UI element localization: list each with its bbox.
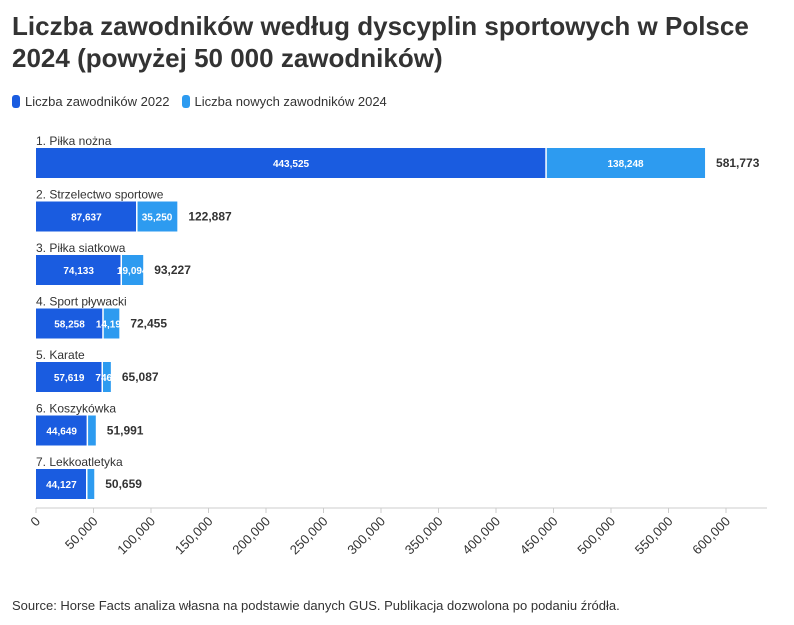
data-label: 57,619 xyxy=(54,373,85,384)
data-label: 44,649 xyxy=(46,427,77,438)
total-label: 72,455 xyxy=(130,317,167,331)
data-label: 87,637 xyxy=(71,213,102,224)
data-label: 443,525 xyxy=(273,159,310,170)
x-tick-label: 200,000 xyxy=(229,514,273,558)
bar-segment xyxy=(136,201,178,232)
x-tick-label: 0 xyxy=(27,514,43,530)
legend-item-new-2024: Liczba nowych zawodników 2024 xyxy=(181,94,387,109)
legend-swatch-new-2024 xyxy=(181,95,190,108)
x-tick-label: 450,000 xyxy=(517,514,561,558)
total-label: 93,227 xyxy=(154,263,191,277)
x-tick-label: 500,000 xyxy=(574,514,618,558)
bar-segment xyxy=(36,148,547,178)
legend-label-2022: Liczba zawodników 2022 xyxy=(25,94,170,109)
category-label: 3. Piłka siatkowa xyxy=(36,241,126,255)
legend-item-2022: Liczba zawodników 2022 xyxy=(12,94,170,109)
x-tick-label: 400,000 xyxy=(459,514,503,558)
x-tick-label: 50,000 xyxy=(62,514,101,553)
category-label: 6. Koszykówka xyxy=(36,402,116,416)
x-tick-label: 350,000 xyxy=(402,514,446,558)
x-tick-label: 600,000 xyxy=(689,514,733,558)
data-label: 138,248 xyxy=(607,159,644,170)
x-tick-label: 150,000 xyxy=(172,514,216,558)
legend-swatch-2022 xyxy=(12,95,20,108)
x-tick-label: 300,000 xyxy=(344,514,388,558)
data-label: 44,127 xyxy=(46,480,77,491)
bar-segment xyxy=(36,362,103,392)
bar-segment xyxy=(36,415,88,446)
data-label: 35,250 xyxy=(142,213,173,224)
data-label: 58,258 xyxy=(54,320,85,331)
bar-segment xyxy=(87,415,96,446)
chart-title: Liczba zawodników według dyscyplin sport… xyxy=(12,11,749,73)
bar-chart: 1. Piłka nożna 443,525 138,248 581,773 2. St… xyxy=(27,134,767,558)
source-note: Source: Horse Facts analiza własna na po… xyxy=(12,598,620,613)
bar-segment xyxy=(86,469,95,499)
bar-segment xyxy=(36,469,87,499)
data-label: 14,197 xyxy=(96,320,127,331)
data-label: 7468 xyxy=(95,373,118,384)
bar-segment xyxy=(36,201,137,232)
data-label: 74,133 xyxy=(63,266,94,277)
bar-segment xyxy=(102,308,120,339)
bar-segment xyxy=(121,255,144,285)
legend-label-new-2024: Liczba nowych zawodników 2024 xyxy=(194,94,387,109)
category-label: 5. Karate xyxy=(36,348,85,362)
total-label: 51,991 xyxy=(107,424,144,438)
data-label: 19,094 xyxy=(117,266,148,277)
total-label: 65,087 xyxy=(122,370,159,384)
x-tick-label: 550,000 xyxy=(632,514,676,558)
total-label: 122,887 xyxy=(188,210,232,224)
bar-segment xyxy=(546,148,706,178)
category-label: 4. Sport pływacki xyxy=(36,295,127,309)
x-tick-label: 250,000 xyxy=(287,514,331,558)
category-label: 1. Piłka nożna xyxy=(36,134,112,148)
x-tick-label: 100,000 xyxy=(114,514,158,558)
category-label: 2. Strzelectwo sportowe xyxy=(36,188,164,202)
bar-segment xyxy=(36,255,122,285)
bar-segment xyxy=(36,308,103,339)
total-label: 50,659 xyxy=(105,477,142,491)
total-label: 581,773 xyxy=(716,156,760,170)
category-label: 7. Lekkoatletyka xyxy=(36,455,123,469)
bar-segment xyxy=(102,362,111,392)
chart-legend: Liczba zawodników 2022 Liczba nowych zaw… xyxy=(12,94,387,109)
